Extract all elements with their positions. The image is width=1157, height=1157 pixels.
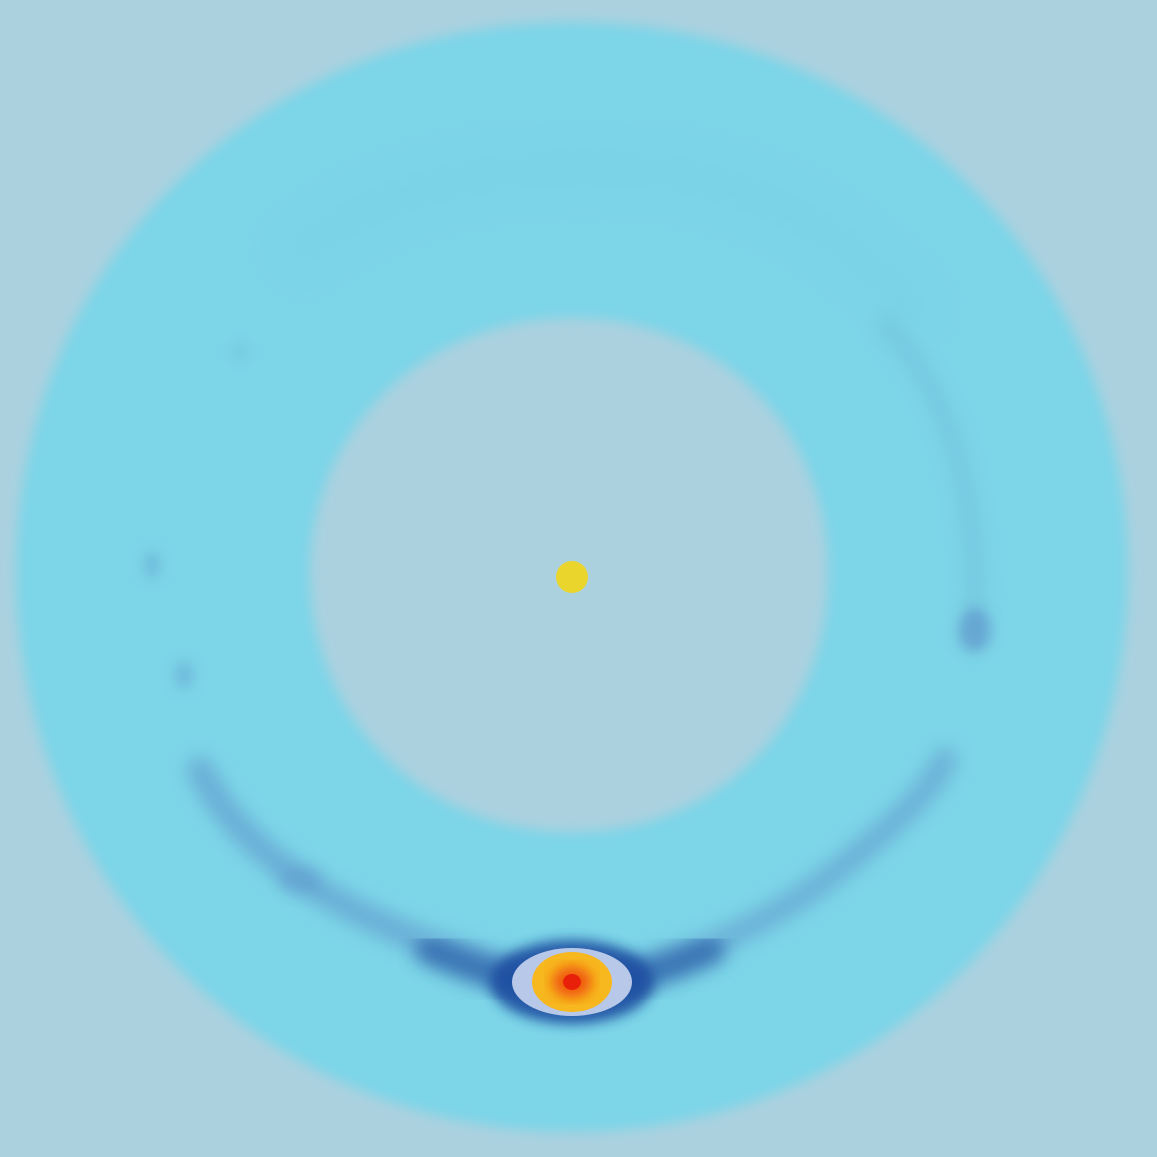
embedded-planet <box>490 940 654 1024</box>
central-star <box>556 561 588 593</box>
ring-shading <box>276 147 936 333</box>
dust-clumps <box>144 344 991 894</box>
